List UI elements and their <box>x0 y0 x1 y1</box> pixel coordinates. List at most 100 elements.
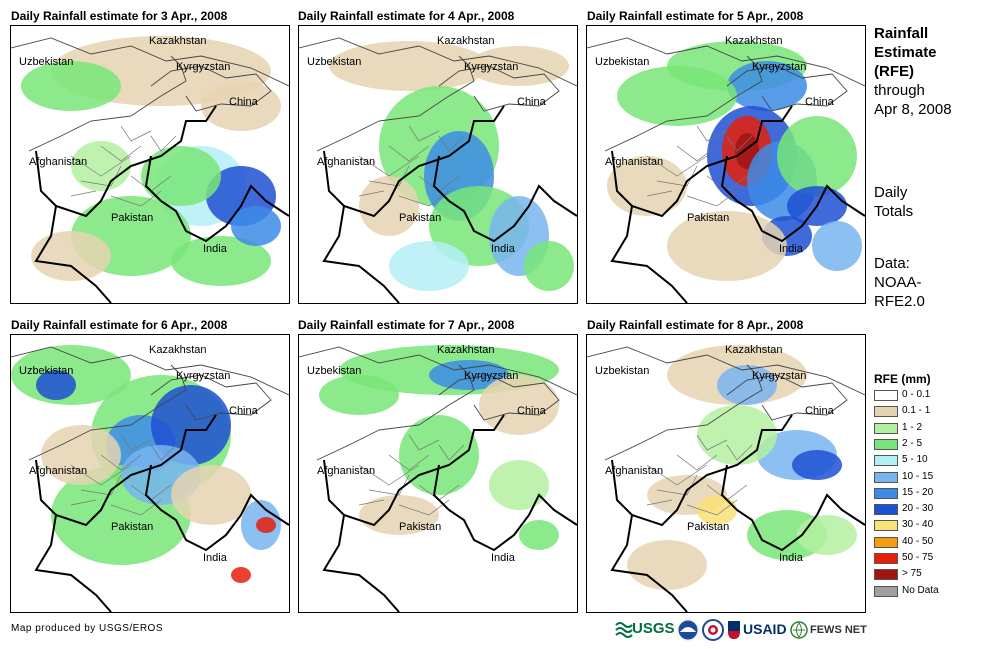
legend-swatch <box>874 471 898 483</box>
heading-line-1: Rainfall <box>874 25 929 42</box>
province-boundary <box>70 190 97 197</box>
province-boundary <box>408 434 440 451</box>
heading-line-3: (RFE) <box>874 63 914 80</box>
legend-item: 0 - 0.1 <box>874 389 983 402</box>
country-boundary <box>34 514 112 612</box>
country-boundary <box>610 514 688 612</box>
province-boundary <box>70 155 132 177</box>
province-boundary <box>80 165 122 187</box>
map-label-uzbekistan: Uzbekistan <box>307 56 362 68</box>
country-boundary <box>610 205 688 303</box>
map-label-pakistan: Pakistan <box>399 521 442 533</box>
rainfall-area <box>727 61 807 111</box>
legend-label: > 75 <box>902 568 922 580</box>
rainfall-area <box>21 61 121 111</box>
province-boundary <box>656 165 698 187</box>
province-boundary <box>150 135 177 152</box>
panel-title-4: Daily Rainfall estimate for 6 Apr., 2008 <box>11 318 228 332</box>
map-label-china: China <box>805 405 834 417</box>
rainfall-area <box>717 365 777 405</box>
province-boundary <box>676 145 718 162</box>
map-label-kyrgyzstan: Kyrgyzstan <box>464 370 519 382</box>
province-boundary <box>150 444 177 461</box>
legend-item: 40 - 50 <box>874 536 983 549</box>
through-line-2: Apr 8, 2008 <box>874 101 952 118</box>
country-boundary <box>150 374 272 421</box>
country-boundary <box>432 155 577 243</box>
province-boundary <box>358 155 420 177</box>
rainfall-map-apr-6: Kazakhstan Uzbekistan Kyrgyzstan China Afgha… <box>10 334 290 613</box>
map-label-uzbekistan: Uzbekistan <box>19 56 74 68</box>
province-boundary <box>646 464 708 486</box>
legend-label: No Data <box>902 584 939 596</box>
country-boundary <box>11 37 289 87</box>
legend-label: 1 - 2 <box>902 421 923 433</box>
rainfall-area <box>399 415 479 495</box>
map-label-kyrgyzstan: Kyrgyzstan <box>464 61 519 73</box>
map-canvas <box>11 36 289 303</box>
map-label-kyrgyzstan: Kyrgyzstan <box>752 370 807 382</box>
country-boundary <box>587 346 865 396</box>
map-label-india: India <box>779 552 803 564</box>
province-boundary <box>70 499 97 506</box>
legend-label: 0 - 0.1 <box>902 389 931 400</box>
province-boundary <box>726 444 753 461</box>
legend-swatch <box>874 406 898 418</box>
legend-item: 5 - 10 <box>874 454 983 467</box>
country-boundary <box>34 205 112 303</box>
country-boundary <box>587 37 865 87</box>
legend-item: 30 - 40 <box>874 519 983 532</box>
country-boundary <box>150 65 272 112</box>
map-label-china: China <box>229 96 258 108</box>
province-boundary <box>398 499 450 516</box>
rainfall-area <box>489 460 549 510</box>
usgs-logo: USGS <box>614 617 675 643</box>
rainfall-area <box>36 370 76 400</box>
map-label-india: India <box>203 552 227 564</box>
legend-item: > 75 <box>874 568 983 581</box>
rainfall-area <box>697 495 737 525</box>
country-boundary <box>316 364 475 461</box>
legend-label: 50 - 75 <box>902 552 934 563</box>
legend-label: 15 - 20 <box>902 486 934 498</box>
legend-swatch <box>874 520 898 532</box>
rainfall-area <box>469 46 569 86</box>
rainfall-area <box>812 221 862 271</box>
map-label-pakistan: Pakistan <box>687 212 730 224</box>
country-boundary <box>604 364 763 461</box>
province-boundary <box>388 454 430 471</box>
rainfall-area <box>231 206 281 246</box>
country-boundary <box>438 374 560 421</box>
province-boundary <box>368 165 410 187</box>
legend-swatch <box>874 455 898 467</box>
rainfall-area <box>31 231 111 281</box>
province-boundary <box>646 190 673 197</box>
legend-item: No Data <box>874 584 983 598</box>
data-line-1: Data: <box>874 255 910 272</box>
sidebar-heading: Rainfall Estimate (RFE) through Apr 8, 2… <box>874 24 952 119</box>
province-boundary <box>438 135 465 152</box>
legend-label: 10 - 15 <box>902 470 934 482</box>
country-boundary <box>299 346 577 396</box>
rainfall-map-apr-5: Kazakhstan Uzbekistan Kyrgyzstan China Afgha… <box>586 25 866 304</box>
legend-item: 0.1 - 1 <box>874 405 983 418</box>
daily-line-1: Daily <box>874 184 908 201</box>
sidebar-data-source: Data: NOAA- RFE2.0 <box>874 254 925 311</box>
legend-swatch <box>874 536 898 548</box>
rainfall-area <box>151 385 231 465</box>
province-boundary <box>120 434 152 451</box>
rainfall-area <box>171 236 271 286</box>
panel-title-1: Daily Rainfall estimate for 3 Apr., 2008 <box>11 9 228 23</box>
rainfall-area <box>777 116 857 196</box>
province-boundary <box>368 474 410 496</box>
nws-logo <box>702 617 724 643</box>
map-label-kazakhstan: Kazakhstan <box>149 35 207 47</box>
legend-label: 2 - 5 <box>902 437 923 449</box>
noaa-logo <box>677 617 699 643</box>
usaid-logo-text: USAID <box>743 621 787 637</box>
legend-swatch <box>874 422 898 434</box>
rainfall-area <box>319 375 399 415</box>
country-boundary <box>323 105 505 218</box>
country-boundary <box>144 464 289 552</box>
map-label-india: India <box>491 552 515 564</box>
